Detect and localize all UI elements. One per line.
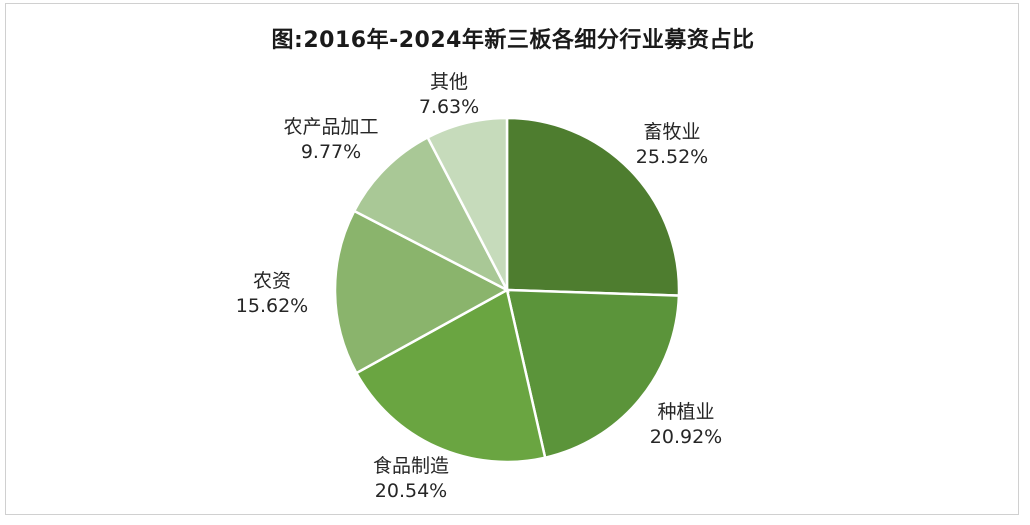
pie-slice-2 — [505, 288, 681, 460]
slice-value-label: 7.63% — [419, 96, 479, 118]
slice-value-label: 9.77% — [301, 141, 361, 163]
slice-value-label: 15.62% — [236, 295, 308, 317]
pie-slice-5 — [352, 135, 510, 293]
slice-name-label: 种植业 — [657, 401, 714, 423]
pie-slices — [333, 116, 681, 464]
pie-slice-1 — [505, 116, 681, 297]
chart-title: 图:2016年-2024年新三板各细分行业募资占比 — [271, 28, 755, 53]
pie-labels: 畜牧业 25.52% 种植业 20.92% 食品制造 20.54% 农资 15.62% 农产品加… — [236, 71, 722, 502]
slice-name-label: 其他 — [430, 71, 468, 93]
slice-value-label: 20.54% — [375, 480, 447, 502]
slice-value-label: 25.52% — [636, 146, 708, 168]
pie-slice-4 — [333, 209, 510, 375]
slice-value-label: 20.92% — [650, 426, 722, 448]
slice-name-label: 农产品加工 — [283, 116, 378, 138]
slice-name-label: 食品制造 — [373, 455, 449, 477]
pie-slice-3 — [354, 288, 547, 464]
slice-name-label: 畜牧业 — [643, 121, 700, 143]
slice-name-label: 农资 — [253, 270, 291, 292]
pie-slice-6 — [425, 116, 509, 291]
